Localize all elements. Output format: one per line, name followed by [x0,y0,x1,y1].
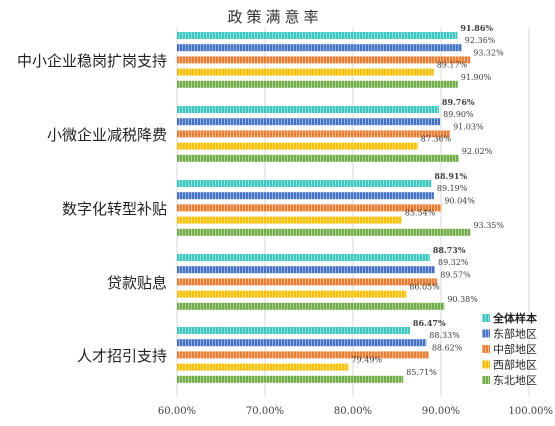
bar-3-2 [177,278,438,286]
x-tick-labels-group: 60.00% 70.00% 80.00% 90.00% 100.00% [158,406,553,417]
bar-0-1 [177,44,462,52]
x-tick-label-0: 60.00% [158,406,196,417]
legend-label-3: 西部地区 [493,358,537,372]
data-labels-group: 91.86% 92.36% 93.32% 89.17% 91.90% 89.76% 89.9… [352,23,505,377]
data-label-2-4: 93.35% [473,221,504,230]
bar-3-3 [177,290,407,298]
bar-1-1 [177,118,441,126]
data-label-2-0: 88.91% [434,171,467,181]
bar-2-2 [177,204,442,212]
bar-1-2 [177,130,451,138]
bars-group [177,32,471,383]
bar-3-0 [177,254,430,261]
data-label-4-2: 88.62% [432,343,463,352]
legend-label-0: 全体样本 [492,311,537,325]
data-label-0-3: 89.17% [437,61,468,70]
data-label-3-1: 89.32% [438,258,469,267]
data-label-2-1: 89.19% [437,184,468,193]
bar-4-4 [177,375,404,383]
category-label-3: 贷款贴息 [107,274,167,292]
data-label-0-4: 91.90% [461,73,492,82]
legend-swatch-0 [482,314,490,322]
bar-4-0 [177,327,410,334]
bar-3-4 [177,302,445,310]
x-tick-label-4: 100.00% [509,406,554,417]
category-label-1: 小微企业减税降费 [47,126,167,144]
category-label-0: 中小企业稳岗扩岗支持 [17,52,167,70]
data-label-1-1: 89.90% [443,110,474,119]
data-label-0-2: 93.32% [473,48,504,57]
data-label-2-3: 85.54% [405,209,436,218]
bar-2-3 [177,216,402,224]
data-label-3-4: 90.38% [447,295,478,304]
data-label-1-2: 91.03% [453,122,484,131]
bar-1-0 [177,106,439,113]
category-label-2: 数字化转型补贴 [62,200,167,218]
x-tick-label-3: 90.00% [422,406,460,417]
bar-4-3 [177,363,349,371]
bar-4-2 [177,351,429,359]
legend-label-4: 东北地区 [493,374,537,387]
legend-swatch-2 [482,345,490,353]
data-label-4-3: 79.49% [352,356,383,365]
data-label-2-2: 90.04% [444,196,475,205]
bar-0-2 [177,56,471,64]
data-label-4-4: 85.71% [406,368,437,377]
bar-2-1 [177,192,434,200]
data-label-4-0: 86.47% [413,318,446,328]
data-label-1-3: 87.36% [421,135,452,144]
x-tick-label-2: 80.00% [334,406,372,417]
data-label-3-0: 88.73% [433,245,466,255]
bar-3-1 [177,266,436,274]
bar-2-0 [177,180,432,187]
bar-0-4 [177,80,458,88]
legend-swatch-4 [482,376,490,384]
legend-swatch-3 [482,360,490,369]
bar-1-3 [177,142,418,150]
data-label-0-1: 92.36% [465,36,496,45]
legend-label-1: 东部地区 [493,327,537,341]
legend-label-2: 中部地区 [493,342,537,356]
legend-swatch-1 [482,329,490,338]
chart-title: 政策满意率 [227,8,322,26]
bar-0-3 [177,68,434,76]
bar-2-4 [177,228,471,236]
category-label-4: 人才招引支持 [77,347,167,365]
bar-1-4 [177,154,459,162]
data-label-1-4: 92.02% [462,147,493,156]
data-label-4-1: 88.33% [429,331,460,340]
grid-lines [176,28,530,396]
x-tick-label-1: 70.00% [246,406,284,417]
data-label-3-2: 89.57% [440,270,471,279]
bar-4-1 [177,339,427,347]
data-label-1-0: 89.76% [442,97,475,107]
data-label-0-0: 91.86% [460,23,493,33]
data-label-3-3: 86.05% [409,283,440,292]
bar-0-0 [177,32,458,39]
